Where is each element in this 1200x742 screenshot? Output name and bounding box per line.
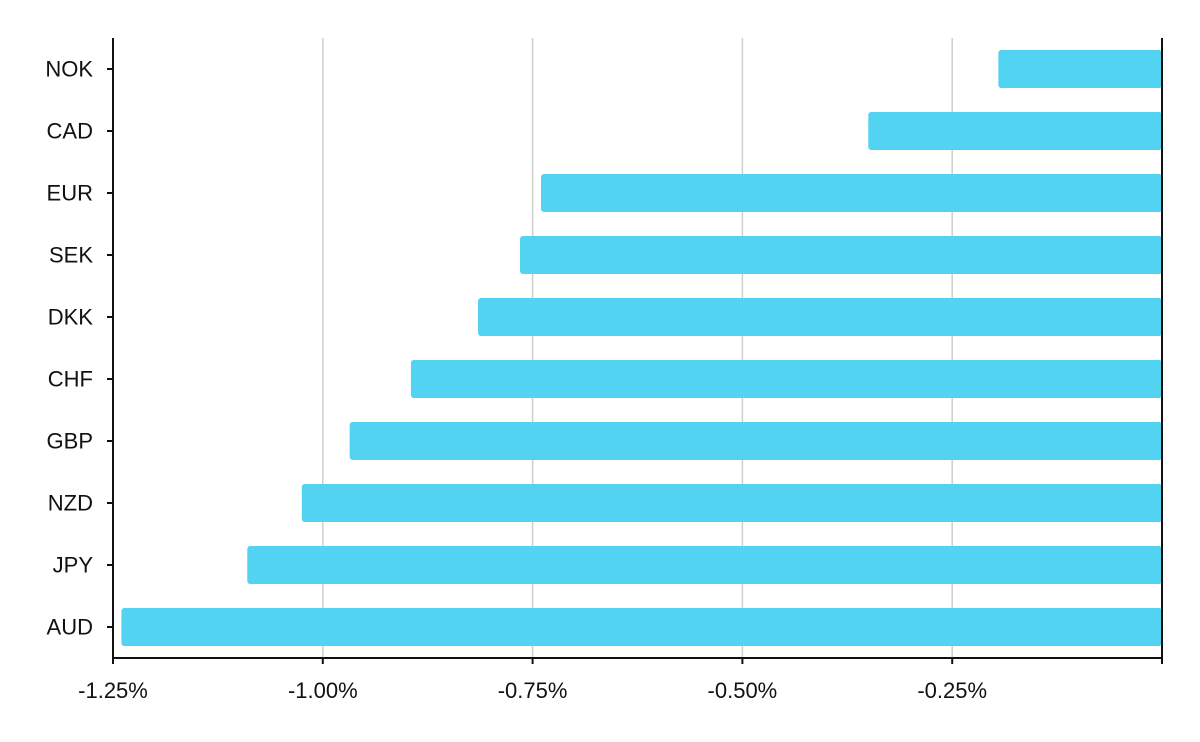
- y-tick-label: NZD: [48, 491, 93, 516]
- axes: [107, 38, 1163, 664]
- bar-gbp: [349, 422, 1162, 460]
- y-tick-label: CHF: [48, 367, 93, 392]
- bar-dkk: [478, 298, 1162, 336]
- x-tick-label: -0.25%: [917, 678, 987, 703]
- y-tick-label: GBP: [47, 429, 93, 454]
- x-tick-label: -0.50%: [708, 678, 778, 703]
- y-tick-label: DKK: [48, 305, 94, 330]
- y-tick-label: AUD: [47, 615, 93, 640]
- x-tick-label: -0.75%: [498, 678, 568, 703]
- bar-aud: [121, 608, 1163, 646]
- y-tick-label: JPY: [53, 553, 94, 578]
- bars: [121, 50, 1163, 646]
- y-tick-label: NOK: [45, 57, 93, 82]
- bar-jpy: [247, 546, 1163, 584]
- x-tick-label: -1.00%: [288, 678, 358, 703]
- bar-eur: [540, 174, 1162, 212]
- y-tick-label: SEK: [49, 243, 93, 268]
- bar-sek: [520, 236, 1162, 274]
- bar-chf: [410, 360, 1162, 398]
- tick-labels: -1.25% -1.00% -0.75% -0.50% -0.25% NOK CAD EUR S…: [45, 57, 987, 704]
- bar-nok: [998, 50, 1162, 88]
- y-tick-label: CAD: [47, 119, 93, 144]
- x-tick-label: -1.25%: [78, 678, 148, 703]
- bar-nzd: [301, 484, 1162, 522]
- y-tick-label: EUR: [47, 181, 93, 206]
- bar-cad: [868, 112, 1162, 150]
